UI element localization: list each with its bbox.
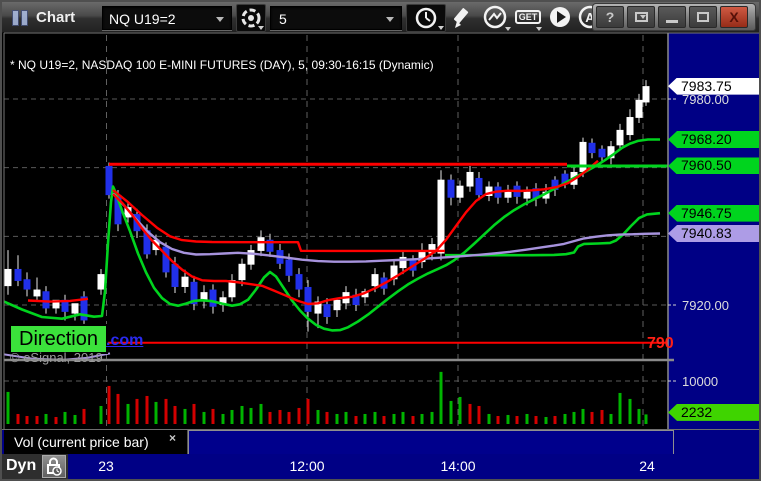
play-icon bbox=[550, 7, 570, 27]
volume-axis-label: 10000 bbox=[682, 374, 719, 389]
direction-label[interactable]: Direction bbox=[9, 324, 108, 354]
pencil-icon bbox=[453, 8, 469, 28]
chart-bars-icon bbox=[12, 10, 30, 26]
indicator-zigzag-icon bbox=[483, 5, 507, 29]
symbol-dropdown[interactable]: NQ U19=2 bbox=[102, 6, 232, 30]
time-label: 14:00 bbox=[440, 458, 476, 474]
time-label: 12:00 bbox=[289, 458, 325, 474]
clock-icon bbox=[415, 7, 437, 29]
time-axis-spacer bbox=[188, 430, 674, 455]
get-icon: GET bbox=[515, 10, 541, 24]
dynamic-session-label: Dyn bbox=[6, 457, 37, 474]
chart-pane[interactable] bbox=[2, 33, 668, 429]
time-lock-button[interactable] bbox=[42, 455, 66, 478]
axis-label: 7980.00 bbox=[682, 92, 729, 107]
titlebar[interactable]: Chart NQ U19=2 5 bbox=[2, 2, 759, 33]
time-axis[interactable]: Dyn 23 12:00 14:00 24 bbox=[2, 454, 759, 479]
help-button[interactable]: ? bbox=[596, 6, 624, 28]
time-label: 23 bbox=[98, 458, 114, 474]
price-tag: 7960.50 bbox=[668, 157, 759, 175]
pane-tab-row: Vol (current price bar) × bbox=[2, 429, 759, 455]
chart-title-line: * NQ U19=2, NASDAQ 100 E-MINI FUTURES (D… bbox=[10, 58, 434, 72]
close-icon: X bbox=[729, 9, 739, 25]
watermark-com: .com bbox=[106, 332, 144, 349]
settings-button[interactable] bbox=[236, 4, 266, 32]
symbol-value: NQ U19=2 bbox=[109, 11, 176, 27]
close-button[interactable]: X bbox=[720, 6, 748, 28]
studies-button[interactable] bbox=[480, 4, 512, 32]
time-template-button[interactable] bbox=[406, 4, 446, 32]
price-tag: 7946.75 bbox=[668, 204, 759, 222]
maximize-icon bbox=[697, 12, 709, 22]
price-tag: 7940.83 bbox=[668, 224, 759, 242]
axis-label: 7920.00 bbox=[682, 297, 729, 313]
price-tag: 7983.75 bbox=[668, 77, 759, 95]
minimize-icon bbox=[666, 19, 678, 23]
esignal-copyright: © eSignal, 2019 bbox=[10, 350, 103, 365]
chevron-down-icon bbox=[216, 17, 224, 22]
interval-value: 5 bbox=[279, 11, 287, 27]
window-controls: ? X bbox=[592, 3, 756, 31]
gear-icon bbox=[241, 8, 261, 28]
svg-text:A: A bbox=[585, 10, 595, 25]
restore-icon bbox=[634, 12, 648, 22]
volume-tag: 2232 bbox=[668, 403, 759, 421]
get-data-button[interactable]: GET bbox=[513, 4, 543, 32]
restore-button[interactable] bbox=[627, 6, 655, 28]
tab-volume-study[interactable]: Vol (current price bar) × bbox=[4, 430, 188, 455]
minimize-button[interactable] bbox=[658, 6, 686, 28]
play-button[interactable] bbox=[545, 4, 575, 32]
interval-dropdown[interactable]: 5 bbox=[270, 6, 402, 30]
draw-button[interactable] bbox=[449, 4, 479, 32]
red-price-label: 790 bbox=[647, 335, 674, 352]
close-icon[interactable]: × bbox=[169, 431, 177, 445]
window-title: Chart bbox=[36, 9, 76, 26]
lock-clock-icon bbox=[47, 457, 62, 476]
time-label: 24 bbox=[639, 458, 655, 474]
volume-tab-label: Vol (current price bar) bbox=[14, 434, 149, 450]
chevron-down-icon bbox=[386, 17, 394, 22]
price-tag: 7968.20 bbox=[668, 131, 759, 148]
maximize-button[interactable] bbox=[689, 6, 717, 28]
